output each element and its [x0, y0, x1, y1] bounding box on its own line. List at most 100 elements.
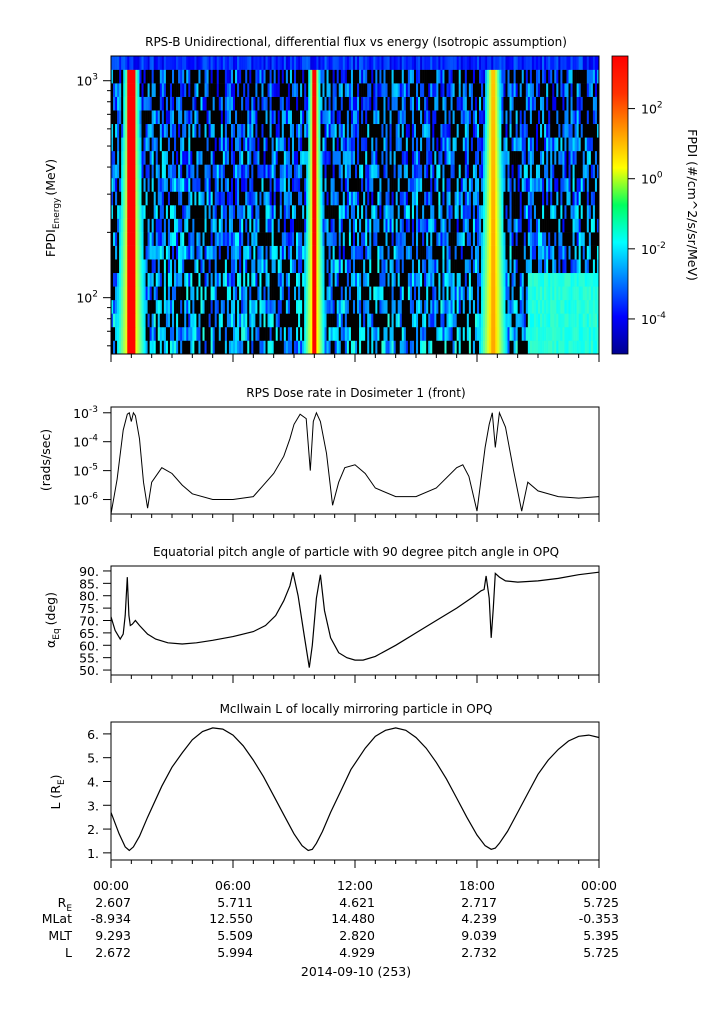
spectrogram-cell: [491, 313, 494, 328]
spectrogram-cell: [127, 191, 130, 206]
spectrogram-cell: [137, 164, 140, 179]
spectrogram-cell: [531, 110, 535, 125]
spectrogram-cell: [560, 340, 563, 355]
spectrogram-cell: [456, 191, 459, 206]
spectrogram-cell: [507, 218, 510, 233]
spectrogram-cell: [249, 340, 252, 355]
spectrogram-cell: [194, 299, 197, 314]
spectrogram-cell: [308, 326, 311, 341]
spectrogram-cell: [287, 259, 291, 274]
spectrogram-cell: [420, 326, 423, 341]
spectrogram-cell: [529, 96, 533, 111]
spectrogram-cell: [165, 326, 169, 341]
spectrogram-cell: [249, 286, 252, 301]
spectrogram-cell: [216, 150, 220, 165]
spectrogram-cell: [450, 245, 453, 260]
spectrogram-cell: [312, 232, 315, 246]
spectrogram-cell: [316, 259, 319, 274]
spectrogram-cell: [409, 205, 413, 219]
spectrogram-cell: [320, 96, 323, 111]
spectrogram-cell: [204, 110, 207, 125]
spectrogram-cell: [385, 177, 388, 192]
spectrogram-cell: [456, 272, 459, 287]
spectrogram-cell: [198, 96, 201, 111]
spectrogram-cell: [176, 191, 179, 206]
spectrogram-cell: [552, 123, 555, 138]
spectrogram-cell: [493, 83, 496, 97]
spectrogram-cell: [310, 177, 313, 192]
spectrogram-cell: [430, 164, 433, 179]
spectrogram-cell: [546, 286, 549, 301]
spectrogram-cell: [271, 137, 274, 152]
spectrogram-cell: [153, 286, 157, 301]
spectrogram-cell: [304, 286, 307, 301]
spectrogram-cell: [228, 272, 232, 287]
spectrogram-cell: [257, 123, 260, 138]
spectrogram-cell: [588, 326, 592, 341]
spectrogram-cell: [594, 83, 598, 97]
spectrogram-cell: [157, 272, 161, 287]
spectrogram-cell: [167, 313, 171, 328]
spectrogram-cell: [509, 191, 512, 206]
spectrogram-cell: [298, 272, 301, 287]
spectrogram-cell: [172, 232, 175, 246]
spectrogram-cell: [513, 245, 516, 260]
spectrogram-cell: [487, 259, 490, 274]
spectrogram-cell: [377, 164, 380, 179]
spectrogram-cell: [588, 313, 592, 328]
spectrogram-cell: [409, 110, 413, 125]
spectrogram-cell: [275, 96, 279, 111]
spectrogram-cell: [454, 272, 457, 287]
spectrogram-cell: [468, 218, 472, 233]
spectrogram-cell: [287, 286, 291, 301]
spectrogram-cell: [281, 191, 285, 206]
spectrogram-cell: [529, 164, 533, 179]
spectrogram-cell: [442, 191, 445, 206]
spectrogram-cell: [300, 272, 303, 287]
spectrogram-cell: [277, 299, 281, 314]
spectrogram-cell: [194, 137, 197, 152]
spectrogram-cell: [594, 232, 598, 246]
spectrogram-cell: [381, 313, 384, 328]
spectrogram-cell: [590, 299, 594, 314]
spectrogram-cell: [538, 299, 541, 314]
spectrogram-cell: [535, 232, 539, 246]
spectrogram-cell: [119, 326, 122, 341]
spectrogram-cell: [448, 110, 451, 125]
spectrogram-cell: [131, 299, 134, 314]
spectrogram-cell: [436, 299, 439, 314]
spectrogram-cell: [525, 164, 529, 179]
spectrogram-cell: [426, 299, 429, 314]
spectrogram-cell: [401, 123, 405, 138]
spectrogram-cell: [533, 218, 537, 233]
spectrogram-cell: [188, 313, 191, 328]
spectrogram-cell: [184, 83, 187, 97]
spectrogram-cell: [312, 164, 315, 179]
spectrogram-cell: [481, 164, 484, 179]
spectrogram-cell: [167, 245, 171, 260]
spectrogram-cell: [255, 245, 258, 260]
spectrogram-cell: [210, 326, 213, 341]
spectrogram-cell: [576, 137, 579, 152]
spectrogram-cell: [131, 259, 134, 274]
spectrogram-cell: [277, 259, 281, 274]
spectrogram-cell: [312, 110, 315, 125]
spectrogram-cell: [365, 177, 368, 192]
spectrogram-cell: [521, 137, 525, 152]
spectrogram-cell: [474, 191, 478, 206]
spectrogram-cell: [568, 232, 571, 246]
spectrogram-cell: [212, 191, 215, 206]
spectrogram-cell: [145, 137, 148, 152]
spectrogram-cell: [497, 83, 500, 97]
spectrogram-cell: [263, 123, 266, 138]
spectrogram-cell: [283, 205, 287, 219]
spectrogram-cell: [348, 272, 352, 287]
spectrogram-cell: [123, 191, 126, 206]
spectrogram-cell: [131, 313, 134, 328]
spectrogram-cell: [444, 218, 447, 233]
spectrogram-cell: [574, 286, 577, 301]
spectrogram-cell: [324, 259, 327, 274]
spectrogram-cell: [450, 191, 453, 206]
spectrogram-cell: [544, 150, 547, 165]
spectrogram-cell: [176, 299, 179, 314]
